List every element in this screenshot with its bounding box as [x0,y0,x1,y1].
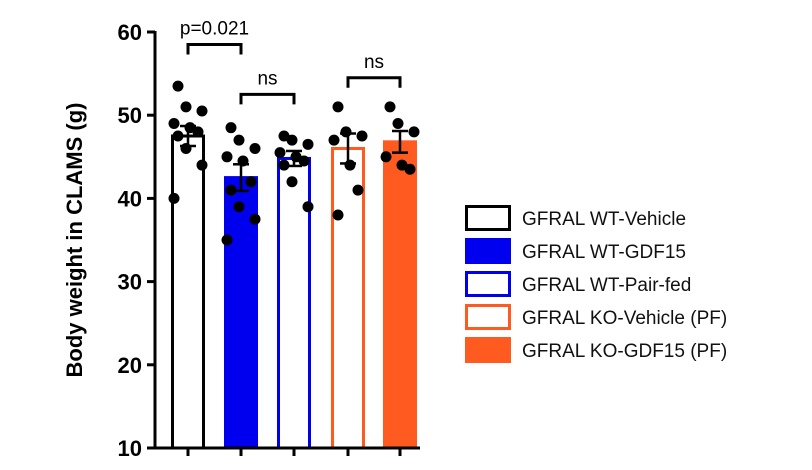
data-point [249,213,261,225]
bracket-line [239,92,296,105]
data-point [328,134,340,146]
data-point [221,234,233,246]
bracket-line [186,42,243,55]
bracket-line [346,76,402,88]
legend-item: GFRAL KO-Vehicle (PF) [465,304,727,330]
significance-label: p=0.021 [180,18,249,39]
legend-item: GFRAL WT-Pair-fed [465,271,691,297]
y-axis-label: Body weight in CLAMS (g) [62,103,87,378]
data-point [352,184,364,196]
data-point [172,80,184,92]
data-point [404,163,416,175]
legend-swatch [465,304,511,330]
data-point [249,142,261,154]
data-point [225,122,237,134]
legend-swatch [465,337,511,363]
data-point [168,118,180,130]
data-point [192,126,204,138]
data-point [340,126,352,138]
significance-bracket: p=0.021 [180,18,249,55]
bar [171,134,205,450]
legend-item: GFRAL KO-GDF15 (PF) [465,337,727,363]
bar [331,146,365,450]
legend-label: GFRAL WT-Vehicle [522,209,686,230]
data-point [196,105,208,117]
y-tick-label: 30 [118,270,142,295]
legend-swatch [465,238,511,264]
bar [383,140,417,450]
data-point [298,155,310,167]
legend-swatch [465,271,511,297]
data-point [286,176,298,188]
y-tick-label: 20 [118,353,142,378]
data-point [233,134,245,146]
data-point [332,209,344,221]
data-point [278,159,290,171]
bar-group-5 [380,101,420,456]
bar-group-2 [221,122,261,456]
data-point [344,159,356,171]
data-point [392,118,404,130]
data-point [302,138,314,150]
bar [277,156,311,450]
plot-area: 10 20 30 40 50 60 p=0.021 ns ns [118,18,420,461]
bar-group-3 [274,130,314,456]
data-point [332,101,344,113]
legend-label: GFRAL KO-Vehicle (PF) [522,308,727,329]
y-tick-label: 40 [118,186,142,211]
legend-swatch [465,205,511,231]
legend-item: GFRAL WT-GDF15 [465,238,686,264]
legend-item: GFRAL WT-Vehicle [465,205,686,231]
y-tick-label: 10 [118,436,142,461]
data-point [221,151,233,163]
legend: GFRAL WT-Vehicle GFRAL WT-GDF15 GFRAL WT-P… [465,205,727,363]
data-point [286,134,298,146]
y-tick-label: 60 [118,20,142,45]
significance-bracket: ns [239,68,296,105]
data-point [380,151,392,163]
bar-group-4 [328,101,368,456]
data-point [384,101,396,113]
bar-group-1 [168,80,208,456]
data-point [168,192,180,204]
data-point [196,159,208,171]
significance-bracket: ns [346,52,402,88]
data-point [225,184,237,196]
data-point [172,130,184,142]
data-point [356,130,368,142]
legend-label: GFRAL WT-GDF15 [522,242,686,263]
y-tick-label: 50 [118,103,142,128]
data-point [302,201,314,213]
legend-label: GFRAL WT-Pair-fed [522,275,691,296]
significance-label: ns [257,68,277,89]
data-point [233,201,245,213]
data-point [180,142,192,154]
legend-label: GFRAL KO-GDF15 (PF) [522,341,727,362]
data-point [245,176,257,188]
data-point [408,126,420,138]
significance-label: ns [364,52,384,73]
data-point [274,147,286,159]
data-point [180,101,192,113]
